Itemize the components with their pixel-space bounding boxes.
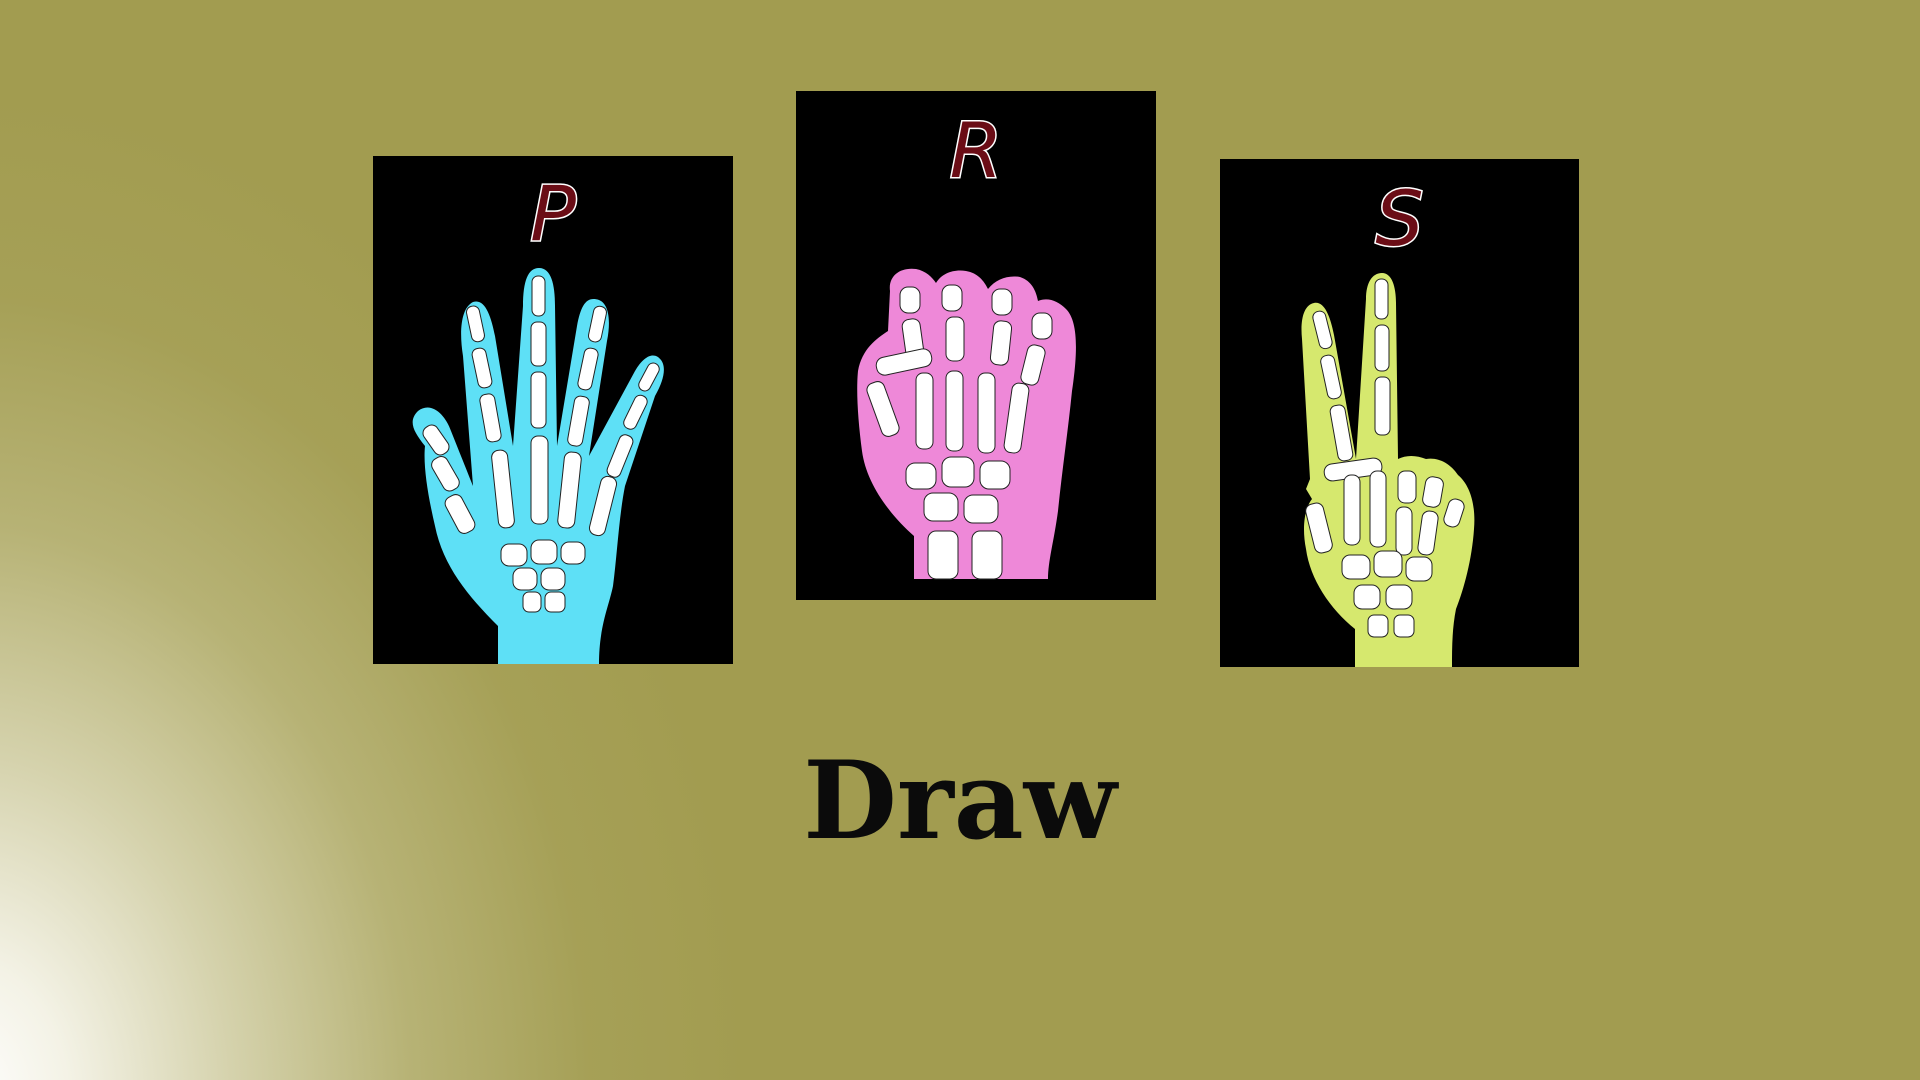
scissors-card[interactable]: S <box>1220 159 1579 667</box>
paper-letter: P <box>529 169 578 258</box>
paper-card[interactable]: P <box>373 156 733 664</box>
rock-bones <box>866 284 1053 580</box>
rock-card[interactable]: R <box>796 91 1156 600</box>
open-hand-xray-icon <box>412 268 664 664</box>
scissors-bones <box>1305 278 1465 638</box>
scissors-letter: S <box>1374 174 1425 263</box>
peace-hand-xray-icon <box>1301 273 1475 667</box>
paper-bones <box>422 275 660 613</box>
result-text: Draw <box>803 738 1117 864</box>
rock-letter: R <box>948 106 1004 195</box>
fist-xray-icon <box>857 268 1076 580</box>
